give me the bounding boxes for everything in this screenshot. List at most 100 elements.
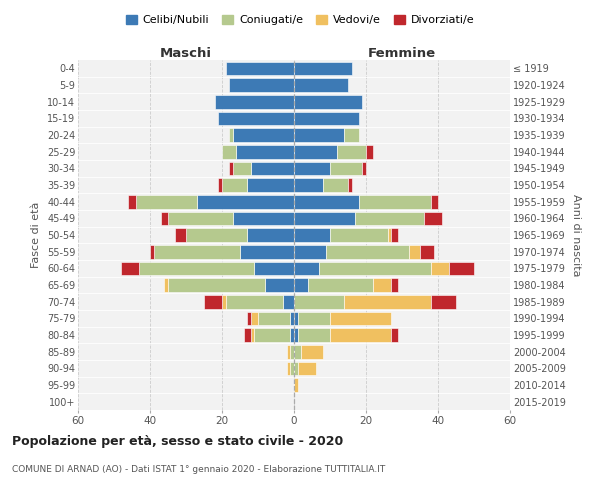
Bar: [168, 278, 265, 292]
Bar: [409, 245, 420, 258]
Bar: [290, 328, 294, 342]
Bar: [218, 178, 222, 192]
Bar: [298, 328, 330, 342]
Bar: [287, 362, 290, 375]
Bar: [294, 78, 348, 92]
Y-axis label: Anni di nascita: Anni di nascita: [571, 194, 581, 276]
Bar: [240, 245, 294, 258]
Y-axis label: Fasce di età: Fasce di età: [31, 202, 41, 268]
Bar: [355, 212, 424, 225]
Bar: [294, 328, 298, 342]
Bar: [308, 278, 373, 292]
Bar: [197, 195, 294, 208]
Bar: [330, 328, 391, 342]
Bar: [326, 245, 409, 258]
Bar: [373, 278, 391, 292]
Bar: [226, 295, 283, 308]
Bar: [222, 145, 236, 158]
Bar: [247, 178, 294, 192]
Bar: [388, 228, 391, 242]
Bar: [294, 112, 359, 125]
Bar: [229, 78, 294, 92]
Bar: [222, 295, 226, 308]
Bar: [121, 262, 139, 275]
Text: Maschi: Maschi: [160, 47, 212, 60]
Bar: [139, 262, 254, 275]
Bar: [323, 178, 348, 192]
Bar: [244, 328, 251, 342]
Bar: [337, 145, 366, 158]
Bar: [226, 62, 294, 75]
Bar: [330, 312, 391, 325]
Bar: [247, 228, 294, 242]
Bar: [348, 178, 352, 192]
Bar: [294, 228, 330, 242]
Bar: [150, 245, 154, 258]
Bar: [344, 128, 359, 142]
Bar: [283, 295, 294, 308]
Bar: [258, 312, 290, 325]
Bar: [233, 212, 294, 225]
Bar: [254, 328, 290, 342]
Bar: [294, 378, 298, 392]
Bar: [229, 162, 233, 175]
Bar: [431, 262, 449, 275]
Bar: [294, 128, 344, 142]
Bar: [294, 362, 298, 375]
Bar: [290, 345, 294, 358]
Bar: [298, 362, 316, 375]
Bar: [154, 245, 240, 258]
Bar: [366, 145, 373, 158]
Legend: Celibi/Nubili, Coniugati/e, Vedovi/e, Divorziati/e: Celibi/Nubili, Coniugati/e, Vedovi/e, Di…: [121, 10, 479, 30]
Bar: [287, 345, 290, 358]
Bar: [168, 212, 233, 225]
Bar: [233, 128, 294, 142]
Bar: [391, 228, 398, 242]
Bar: [233, 162, 251, 175]
Bar: [294, 245, 326, 258]
Bar: [294, 145, 337, 158]
Bar: [330, 228, 388, 242]
Bar: [236, 145, 294, 158]
Bar: [128, 195, 136, 208]
Bar: [136, 195, 197, 208]
Bar: [251, 162, 294, 175]
Bar: [215, 95, 294, 108]
Text: Femmine: Femmine: [368, 47, 436, 60]
Text: Popolazione per età, sesso e stato civile - 2020: Popolazione per età, sesso e stato civil…: [12, 435, 343, 448]
Bar: [294, 62, 352, 75]
Bar: [420, 245, 434, 258]
Bar: [298, 312, 330, 325]
Bar: [431, 295, 456, 308]
Bar: [251, 312, 258, 325]
Bar: [265, 278, 294, 292]
Bar: [391, 278, 398, 292]
Bar: [424, 212, 442, 225]
Bar: [164, 278, 168, 292]
Bar: [294, 178, 323, 192]
Bar: [359, 195, 431, 208]
Bar: [161, 212, 168, 225]
Bar: [449, 262, 474, 275]
Bar: [294, 95, 362, 108]
Bar: [294, 195, 359, 208]
Bar: [294, 162, 330, 175]
Bar: [301, 345, 323, 358]
Bar: [344, 295, 431, 308]
Bar: [229, 128, 233, 142]
Bar: [431, 195, 438, 208]
Bar: [222, 178, 247, 192]
Bar: [294, 212, 355, 225]
Bar: [247, 312, 251, 325]
Bar: [330, 162, 362, 175]
Bar: [204, 295, 222, 308]
Bar: [294, 295, 344, 308]
Bar: [294, 278, 308, 292]
Bar: [290, 362, 294, 375]
Bar: [186, 228, 247, 242]
Bar: [290, 312, 294, 325]
Text: COMUNE DI ARNAD (AO) - Dati ISTAT 1° gennaio 2020 - Elaborazione TUTTITALIA.IT: COMUNE DI ARNAD (AO) - Dati ISTAT 1° gen…: [12, 465, 385, 474]
Bar: [294, 312, 298, 325]
Bar: [391, 328, 398, 342]
Bar: [218, 112, 294, 125]
